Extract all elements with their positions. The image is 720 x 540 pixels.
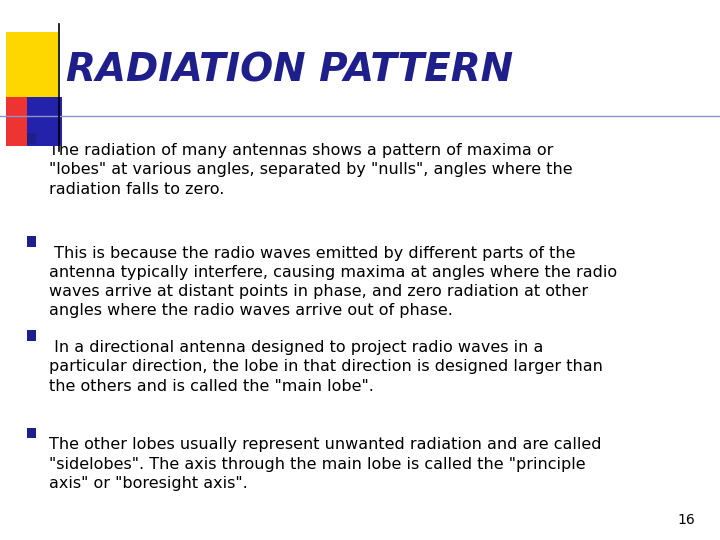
Text: In a directional antenna designed to project radio waves in a
particular directi: In a directional antenna designed to pro… xyxy=(49,340,603,394)
Text: This is because the radio waves emitted by different parts of the
antenna typica: This is because the radio waves emitted … xyxy=(49,246,617,318)
Text: RADIATION PATTERN: RADIATION PATTERN xyxy=(66,51,513,89)
Text: The radiation of many antennas shows a pattern of maxima or
"lobes" at various a: The radiation of many antennas shows a p… xyxy=(49,143,572,197)
Text: The other lobes usually represent unwanted radiation and are called
"sidelobes".: The other lobes usually represent unwant… xyxy=(49,437,601,491)
Text: 16: 16 xyxy=(677,512,695,526)
